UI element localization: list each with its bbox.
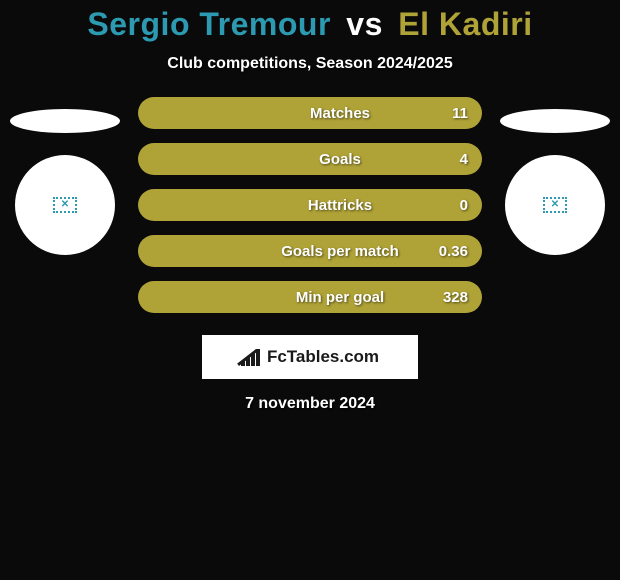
player-right-oval <box>500 109 610 133</box>
page-title: Sergio Tremour vs El Kadiri <box>0 6 620 43</box>
stat-label: Goals per match <box>221 243 399 260</box>
brand-text: FcTables.com <box>267 347 379 367</box>
brand-prefix: Fc <box>267 347 287 366</box>
player-right-club-badge: ✕ <box>505 155 605 255</box>
player-left-oval <box>10 109 120 133</box>
placeholder-x-icon: ✕ <box>551 200 559 210</box>
stat-label: Matches <box>250 105 370 122</box>
brand-logo-icon <box>241 349 264 366</box>
brand-suffix: Tables.com <box>287 347 379 366</box>
stat-label: Hattricks <box>248 197 372 214</box>
stat-bar: Goals 4 <box>138 143 482 175</box>
stat-label: Goals <box>259 151 361 168</box>
stat-bar: Matches 11 <box>138 97 482 129</box>
subtitle: Club competitions, Season 2024/2025 <box>0 55 620 73</box>
comparison-card: Sergio Tremour vs El Kadiri Club competi… <box>0 0 620 413</box>
player-left-club-badge: ✕ <box>15 155 115 255</box>
stat-bar: Min per goal 328 <box>138 281 482 313</box>
main-row: ✕ Matches11Goals4Hattricks0Goals per mat… <box>0 109 620 313</box>
placeholder-icon: ✕ <box>53 197 77 213</box>
stat-value-right: 11 <box>452 105 468 122</box>
player-left-column: ✕ <box>10 109 120 255</box>
stat-value-right: 0.36 <box>439 243 468 260</box>
brand-footer: FcTables.com <box>202 335 418 379</box>
stat-bar: Hattricks 0 <box>138 189 482 221</box>
title-player2: El Kadiri <box>398 6 532 42</box>
stat-value-right: 0 <box>460 197 468 214</box>
date-line: 7 november 2024 <box>0 395 620 413</box>
stat-label: Min per goal <box>236 289 384 306</box>
stat-bar: Goals per match 0.36 <box>138 235 482 267</box>
stats-column: Matches 11 Goals 4 Hattricks 0 Goals per match… <box>138 97 482 313</box>
stat-value-right: 328 <box>443 289 468 306</box>
title-player1: Sergio Tremour <box>87 6 331 42</box>
placeholder-x-icon: ✕ <box>61 200 69 210</box>
player-right-column: ✕ <box>500 109 610 255</box>
placeholder-icon: ✕ <box>543 197 567 213</box>
stat-value-right: 4 <box>460 151 468 168</box>
title-vs: vs <box>346 6 383 42</box>
